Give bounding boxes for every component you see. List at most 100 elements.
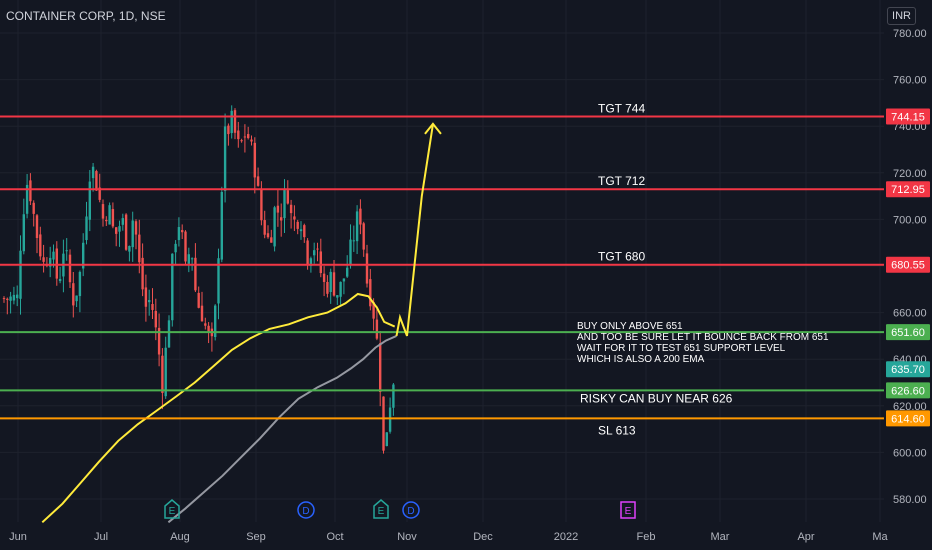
candle-body xyxy=(230,110,233,134)
candle-body xyxy=(111,209,115,227)
price-badge-text: 635.70 xyxy=(891,364,925,376)
y-tick-label: 720.00 xyxy=(893,168,927,180)
candle-body xyxy=(223,126,227,191)
y-tick-label: 620.00 xyxy=(893,401,927,413)
candle-body xyxy=(65,250,68,252)
level-label: RISKY CAN BUY NEAR 626 xyxy=(580,391,733,405)
price-badge[interactable] xyxy=(886,256,930,273)
candle-body xyxy=(339,281,342,297)
candle-body xyxy=(369,279,372,307)
candle-body xyxy=(25,184,29,214)
candle-body xyxy=(250,139,253,142)
level-label: TGT 712 xyxy=(598,174,645,188)
price-badge-text: 744.15 xyxy=(891,112,925,124)
candle-body xyxy=(247,134,250,139)
candle-body xyxy=(207,325,210,333)
dividend-marker-icon[interactable] xyxy=(297,501,315,519)
candle-body xyxy=(151,304,154,310)
candle-body xyxy=(293,216,296,220)
candle-body xyxy=(98,187,101,200)
candle-body xyxy=(85,216,88,241)
y-tick-label: 760.00 xyxy=(893,75,927,87)
candle-body xyxy=(101,204,105,219)
candle-body xyxy=(35,215,39,239)
dividend-marker-icon[interactable] xyxy=(402,501,420,519)
level-label: SL 613 xyxy=(598,423,636,437)
candle-body xyxy=(128,245,131,252)
candle-body xyxy=(181,230,184,233)
chart-title: CONTAINER CORP, 1D, NSE xyxy=(6,9,166,23)
candle-body xyxy=(141,257,144,290)
candle-body xyxy=(200,305,204,322)
candle-body xyxy=(332,272,336,296)
level-labels: TGT 744 TGT 712 TGT 680 RISKY CAN BUY NEAR … xyxy=(577,102,829,438)
candle-body xyxy=(42,257,45,262)
candle-body xyxy=(273,207,276,247)
price-badge[interactable] xyxy=(886,181,930,198)
candle-body xyxy=(157,327,161,355)
candle-body xyxy=(352,240,355,242)
earnings-marker-icon[interactable] xyxy=(164,499,180,519)
currency-button[interactable]: INR xyxy=(887,7,916,25)
candle-body xyxy=(121,218,124,225)
candle-body xyxy=(336,295,339,298)
moving-averages xyxy=(41,292,397,524)
earnings-marker-icon[interactable] xyxy=(620,501,636,519)
candle-body xyxy=(95,171,98,191)
candle-body xyxy=(82,242,85,269)
price-badge-text: 626.60 xyxy=(891,385,925,397)
price-badge[interactable] xyxy=(886,108,930,125)
candle-body xyxy=(359,208,362,225)
x-tick-label: Oct xyxy=(326,531,343,543)
candle-body xyxy=(32,202,35,214)
candle-body xyxy=(29,180,32,202)
candle-body xyxy=(16,294,19,299)
candle-body xyxy=(78,271,82,297)
candle-body xyxy=(299,229,303,232)
price-badge[interactable] xyxy=(886,410,930,427)
candle-body xyxy=(379,343,382,392)
candle-body xyxy=(263,220,266,235)
time-axis: Jun Jul Aug Sep Oct Nov Dec 2022 Feb Mar Apr Ma xyxy=(9,531,888,543)
candle-body xyxy=(19,250,22,299)
candle-body xyxy=(309,258,313,266)
candle-body xyxy=(164,347,167,397)
candle-body xyxy=(382,396,385,451)
price-badge[interactable] xyxy=(886,324,930,341)
price-badge[interactable] xyxy=(886,382,930,399)
candle-body xyxy=(2,298,6,300)
candle-body xyxy=(187,254,190,264)
candle-body xyxy=(148,300,151,303)
candle-body xyxy=(124,214,128,250)
candle-body xyxy=(322,273,326,282)
arrow-head-icon xyxy=(424,122,442,135)
candle-body xyxy=(214,305,217,338)
x-tick-label: Jul xyxy=(94,531,108,543)
candle-body xyxy=(342,278,346,282)
y-tick-label: 780.00 xyxy=(893,28,927,40)
marker-letter: D xyxy=(407,506,414,517)
x-tick-label: Feb xyxy=(637,531,656,543)
candle-body xyxy=(184,231,187,262)
level-label: TGT 680 xyxy=(598,250,645,264)
projection-line xyxy=(395,123,434,337)
candle-body xyxy=(68,254,72,283)
candle-body xyxy=(253,142,256,178)
price-badge[interactable] xyxy=(886,361,930,378)
candle-body xyxy=(260,189,263,221)
earnings-marker-icon[interactable] xyxy=(373,499,389,519)
candle-body xyxy=(134,221,138,235)
candle-body xyxy=(91,166,95,179)
candle-body xyxy=(365,253,369,284)
candle-body xyxy=(52,251,55,260)
candle-body xyxy=(204,323,207,326)
candle-body xyxy=(270,237,273,243)
ema-gray-line xyxy=(167,334,397,524)
candle-body xyxy=(55,248,58,279)
price-axis: 580.00600.00620.00640.00660.00680.00700.… xyxy=(886,28,930,506)
candle-body xyxy=(49,257,52,267)
candle-body xyxy=(190,258,194,260)
candle-body xyxy=(385,432,388,447)
